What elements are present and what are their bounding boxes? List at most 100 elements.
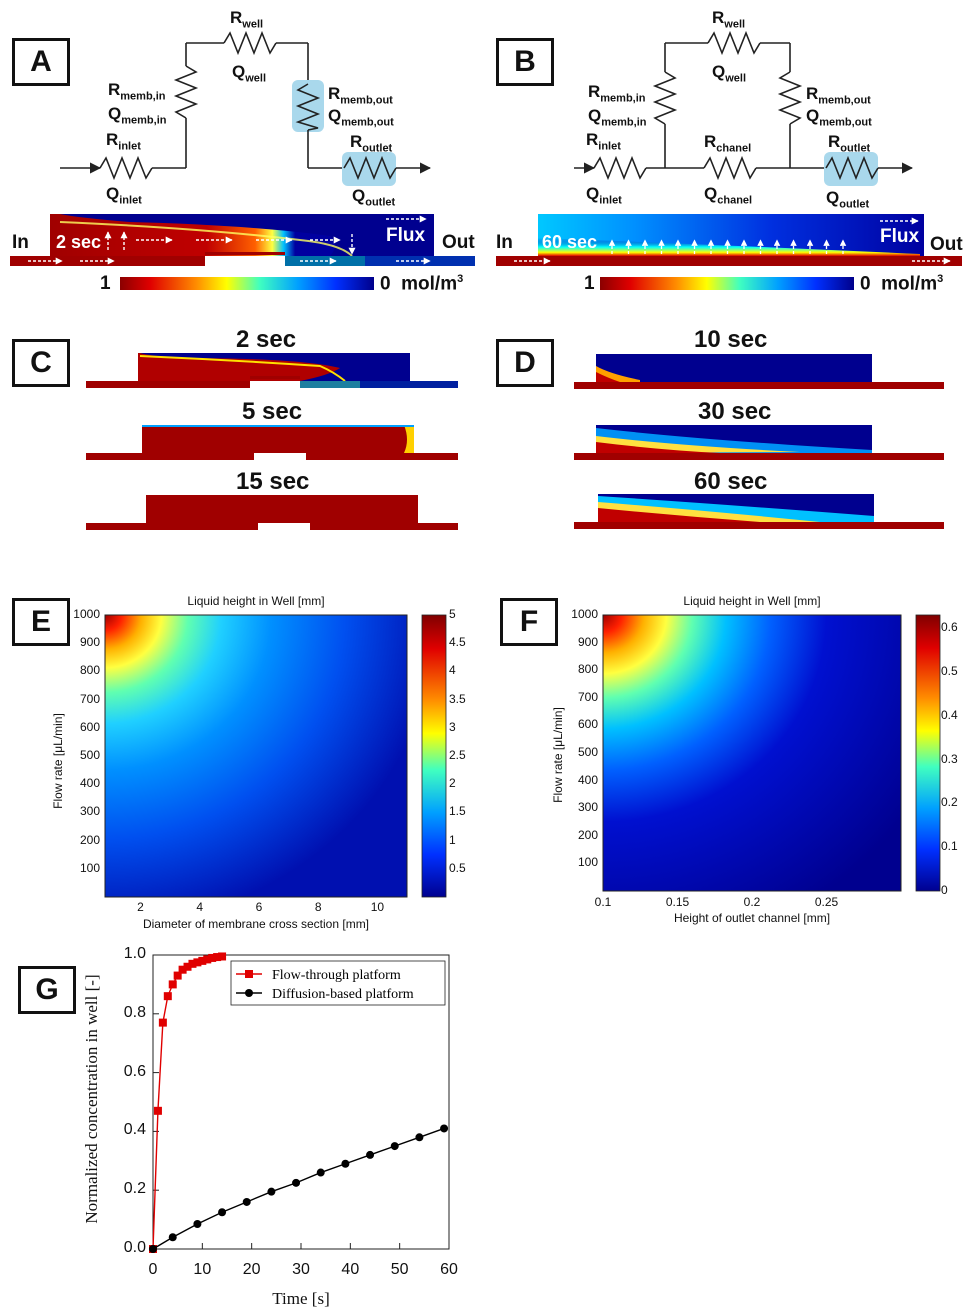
data-point [163,992,172,1001]
x-tick-label: 6 [255,900,263,914]
colorbar-tick-label: 2 [449,776,456,791]
panel-a-in-label: In [12,232,29,253]
y-tick-label: 400 [79,776,100,791]
panel-d-snapshots [574,354,944,529]
y-tick-label: 0.0 [123,1239,146,1256]
panel-d-time-1: 10 sec [694,326,768,353]
y-tick-label: 300 [577,800,598,815]
series-line [152,955,223,1250]
y-tick-label: 600 [79,719,100,734]
y-tick-label: 100 [577,855,598,870]
colorbar-tick-label: 0.6 [941,620,958,635]
x-tick-label: 50 [390,1261,409,1278]
panel-b-circuit [574,30,914,186]
panel-a-flux-label: Flux [386,225,426,246]
y-tick-label: 300 [79,804,100,819]
data-point [341,1159,350,1168]
y-tick-label: 1000 [571,607,598,621]
x-tick-label: 2 [137,900,144,914]
y-tick-label: 100 [79,860,100,875]
data-point [168,1233,177,1242]
data-point [193,1220,202,1229]
panel-g-xlabel: Time [s] [272,1289,330,1308]
data-point [390,1142,399,1151]
y-tick-label: 700 [79,691,100,706]
panel-label-g: G [18,966,76,1014]
panel-b-time-label: 60 sec [542,232,598,252]
data-point [173,971,182,980]
data-point [178,965,187,974]
x-tick-label: 60 [440,1261,458,1278]
y-tick-label: 0.4 [123,1121,146,1139]
y-tick-label: 800 [79,663,100,678]
data-point [316,1168,325,1177]
panel-d-time-2: 30 sec [698,398,772,425]
y-tick-label: 800 [577,662,598,677]
panel-label-b: B [496,38,554,86]
data-point [218,952,227,961]
data-point [440,1124,449,1133]
panel-a-cbar-min-unit: 0 mol/m3 [380,273,464,295]
series-line [152,1127,445,1250]
panel-a-simulation [10,214,475,290]
x-tick-label: 20 [242,1261,261,1278]
panel-g-series [149,952,449,1253]
panel-c-time-2: 5 sec [242,398,303,425]
y-tick-label: 500 [577,745,598,759]
y-tick-label: 0.8 [123,1003,146,1021]
data-point [153,1106,162,1115]
data-point [183,962,192,971]
data-point [149,1245,157,1253]
colorbar-tick-label: 3.5 [449,691,466,706]
panel-a-time-label: 2 sec [56,232,102,252]
x-tick-label: 8 [314,900,322,914]
colorbar-tick-label: 0.5 [941,663,958,678]
y-tick-label: 1000 [73,607,100,621]
data-point [198,956,207,965]
panel-label-d: D [496,339,554,387]
colorbar-tick-label: 0.4 [941,707,958,722]
data-point [203,955,212,964]
colorbar-tick-label: 1.5 [449,804,466,819]
panel-c-time-1: 2 sec [236,326,297,353]
panel-b-simulation [496,214,962,290]
legend-diffusion: Diffusion-based platform [272,987,414,1002]
x-tick-label: 0.25 [814,895,839,909]
panel-label-a: A [12,38,70,86]
panel-label-f: F [500,598,558,646]
colorbar-tick-label: 4 [449,663,456,678]
panel-b-flux-label: Flux [880,226,920,247]
data-point [208,953,217,962]
x-tick-label: 0.15 [665,895,690,909]
panel-a-cbar-max: 1 [100,273,111,294]
colorbar-tick-label: 0.1 [941,839,958,854]
panel-f-title: Liquid height in Well [mm] [683,594,821,608]
colorbar-tick-label: 4.5 [449,635,466,650]
data-point [218,1208,227,1217]
colorbar-tick-label: 0.3 [941,751,958,766]
y-tick-label: 400 [577,772,598,787]
colorbar-tick-label: 5 [449,607,456,621]
colorbar-tick-label: 1 [449,832,456,847]
colorbar-tick-label: 2.5 [449,748,466,762]
x-tick-label: 10 [370,900,385,914]
x-tick-label: 0.1 [594,895,612,909]
panel-d-time-3: 60 sec [694,468,768,495]
x-tick-label: 30 [292,1261,310,1278]
y-tick-label: 500 [79,748,100,762]
data-point [213,953,222,962]
y-tick-label: 600 [577,717,598,732]
colorbar-tick-label: 0.2 [941,795,958,810]
data-point [366,1150,375,1159]
panel-b-in-label: In [496,232,513,253]
panel-b-out-label: Out [930,234,963,255]
y-tick-label: 0.2 [123,1180,146,1198]
panel-b-cbar-max: 1 [584,273,595,294]
data-point [158,1018,167,1027]
colorbar-tick-label: 0 [941,883,948,897]
panel-b-cbar-min-unit: 0 mol/m3 [860,273,944,295]
data-point [193,958,202,967]
panel-f-xlabel: Height of outlet channel [mm] [673,911,831,925]
data-point [415,1133,424,1142]
